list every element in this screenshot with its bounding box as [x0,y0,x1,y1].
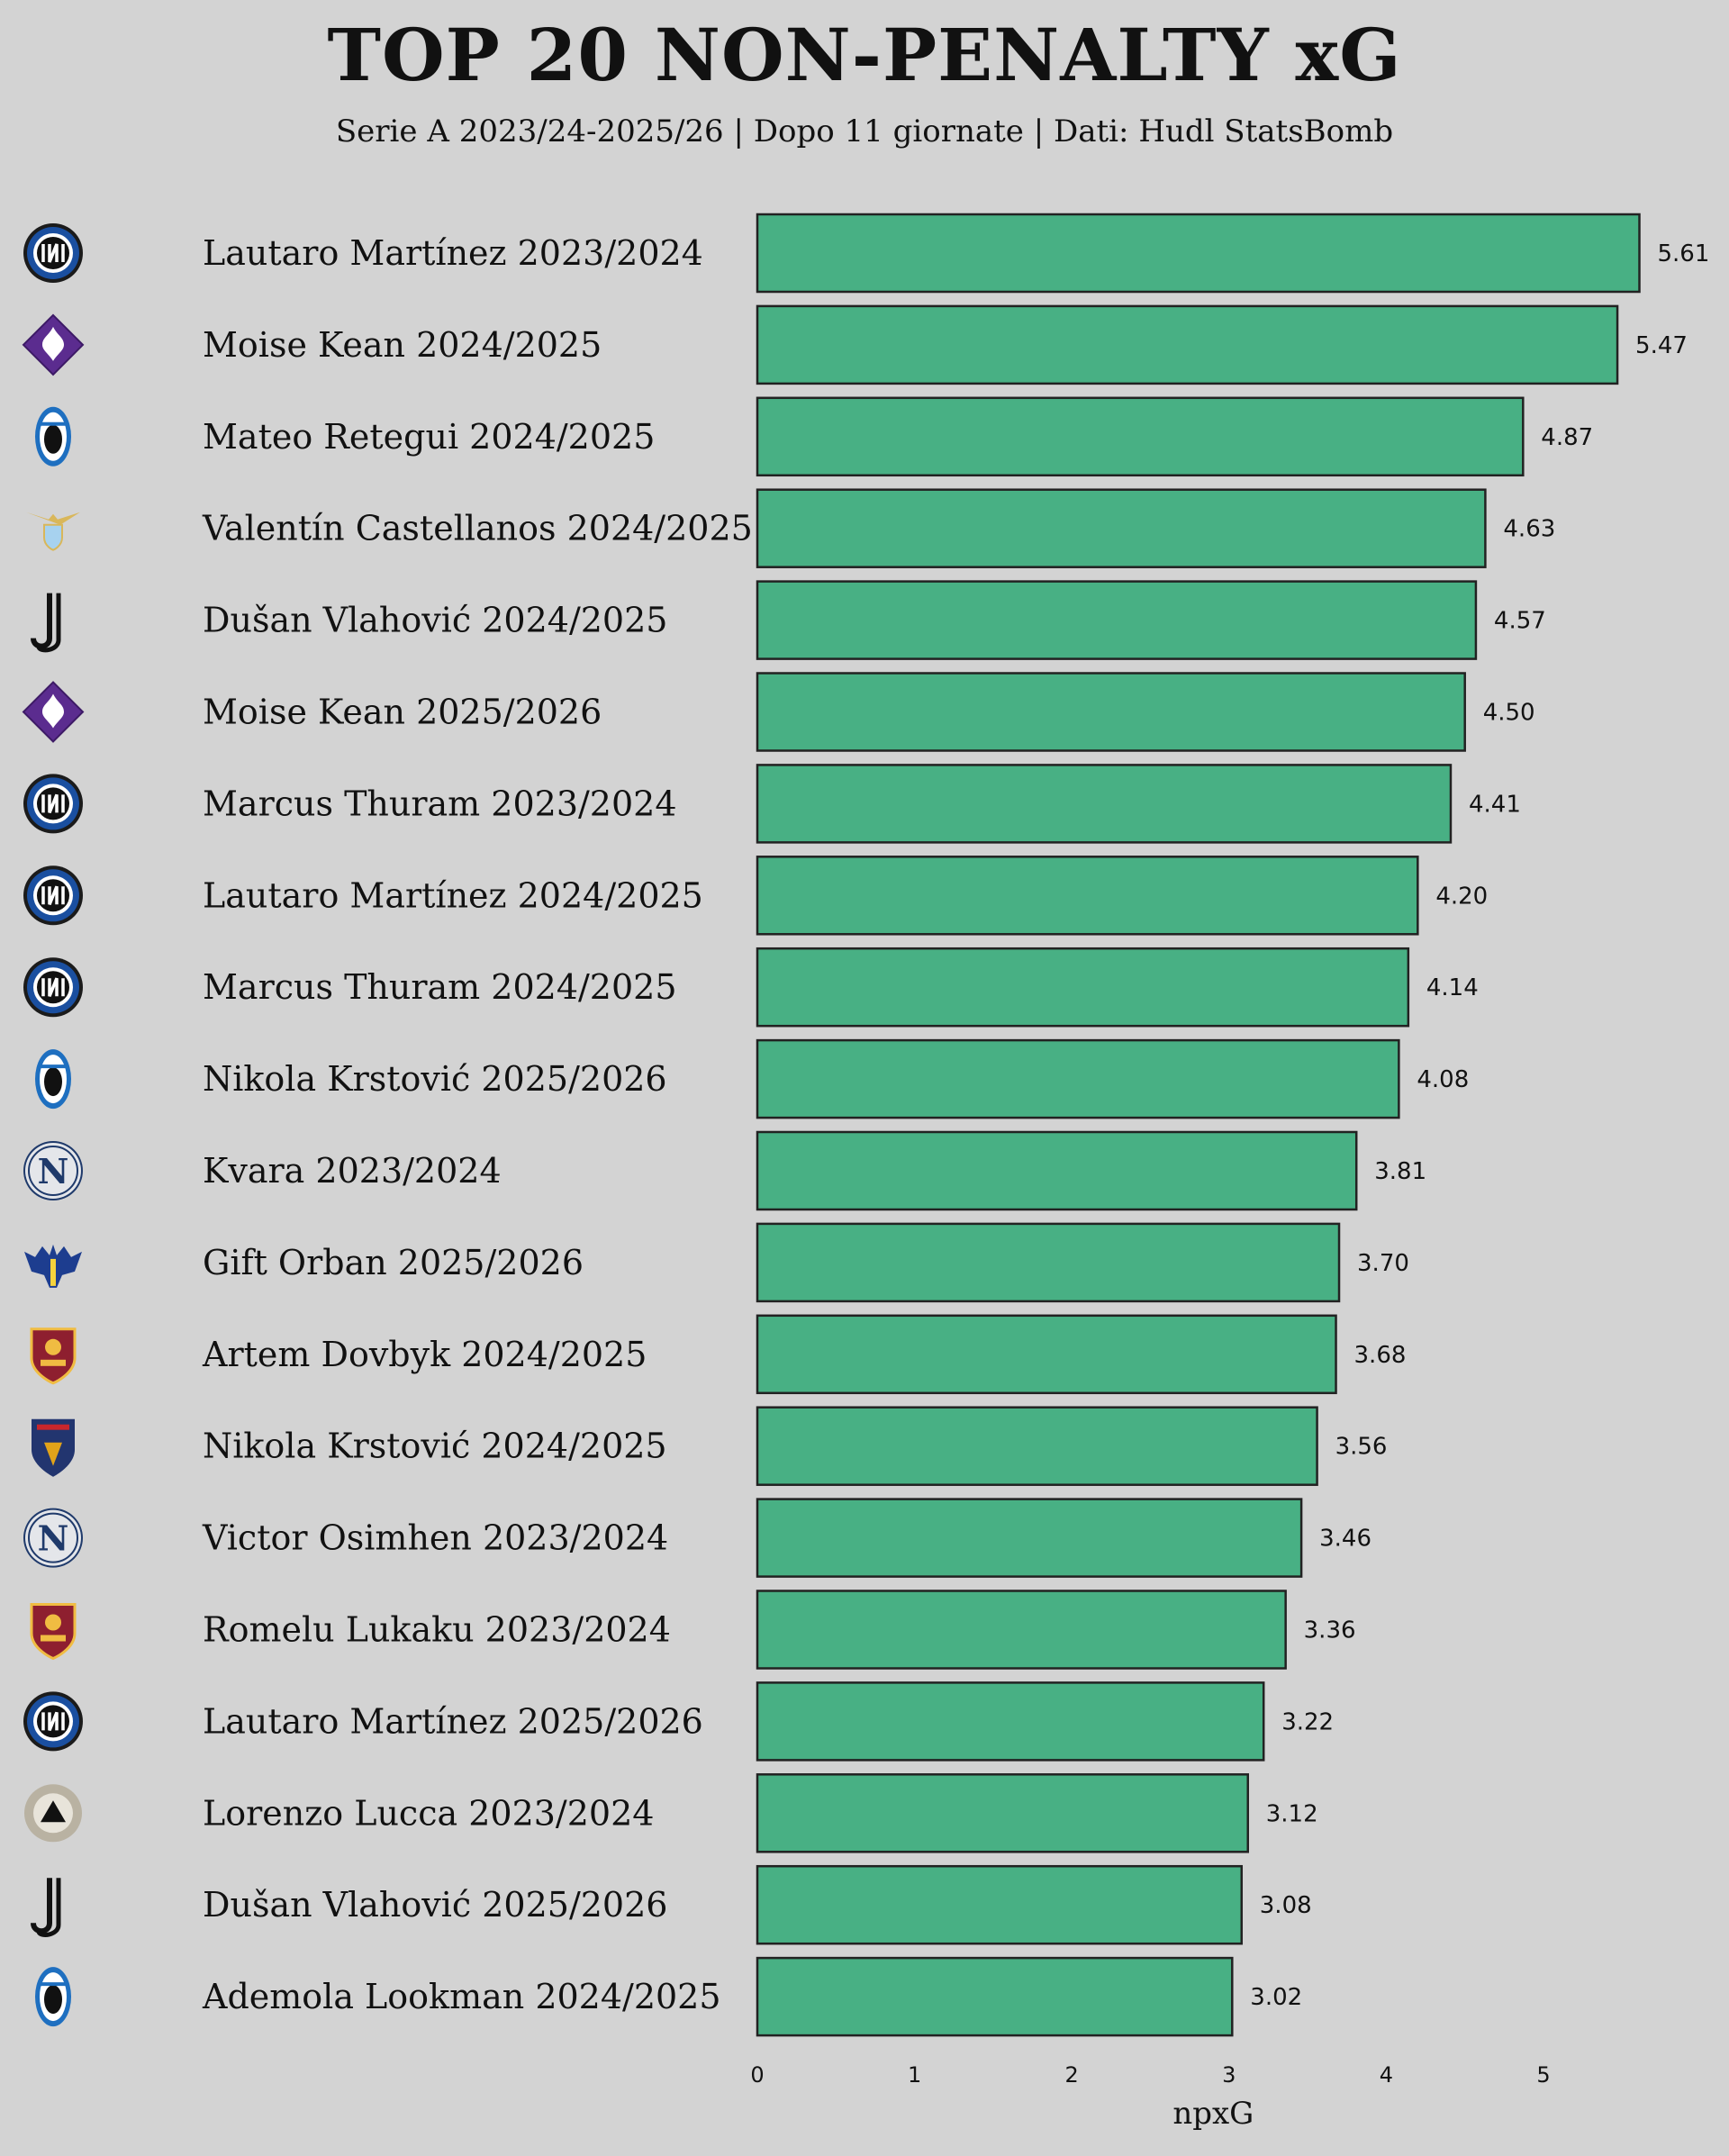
player-label: Dušan Vlahović 2024/2025 [203,601,667,640]
team-logo-juventus-icon [31,593,61,653]
team-logo-inter-icon [23,774,83,834]
player-label: Ademola Lookman 2024/2025 [202,1977,721,2016]
bar [756,1498,1303,1578]
x-tick-label: 0 [750,2062,764,2088]
team-logo-atalanta-icon [35,1049,71,1110]
value-label: 4.63 [1503,516,1555,543]
player-label: Gift Orban 2025/2026 [203,1243,584,1282]
bar [756,213,1641,294]
team-logo-inter-icon [23,957,83,1018]
value-label: 4.41 [1469,791,1521,818]
bar [756,488,1487,568]
bar [756,947,1410,1028]
player-label: Marcus Thuram 2023/2024 [203,784,677,823]
player-label: Nikola Krstović 2025/2026 [203,1059,667,1099]
bar [756,1038,1400,1119]
value-label: 3.36 [1304,1617,1356,1644]
x-axis-label: npxG [1172,2096,1254,2132]
player-label: Valentín Castellanos 2024/2025 [202,509,753,548]
value-label: 5.61 [1658,240,1710,267]
team-logo-atalanta-icon [35,1967,71,2027]
svg-text:N: N [38,1518,69,1559]
x-tick-label: 4 [1380,2062,1393,2088]
chart-title: TOP 20 NON-PENALTY xG [327,13,1402,97]
team-logo-roma-icon [30,1327,77,1385]
x-tick-label: 5 [1536,2062,1550,2088]
team-logos: NN [22,223,85,2027]
player-label: Dušan Vlahović 2025/2026 [203,1885,667,1925]
value-label: 3.56 [1335,1434,1388,1461]
team-logo-lecce-icon [32,1418,75,1477]
team-logo-udinese-icon [24,1784,82,1843]
player-label: Marcus Thuram 2024/2025 [203,967,677,1007]
value-label: 3.02 [1250,1984,1302,2011]
team-logo-roma-icon [30,1603,77,1661]
bar [756,1314,1337,1395]
bar [756,580,1478,660]
player-label: Moise Kean 2024/2025 [203,325,602,365]
value-label: 4.50 [1483,700,1535,727]
bar [756,1406,1318,1486]
player-label: Victor Osimhen 2023/2024 [202,1518,668,1558]
value-label: 3.46 [1319,1526,1371,1553]
value-label: 5.47 [1635,332,1688,359]
team-logo-napoli-icon: N [23,1141,83,1200]
bar [756,396,1525,477]
value-label: 3.81 [1374,1158,1426,1185]
value-label: 4.57 [1494,608,1546,635]
value-label: 3.70 [1357,1250,1409,1277]
value-label: 3.08 [1260,1892,1312,1919]
x-axis: 0 1 2 3 4 5 npxG [750,2062,1550,2132]
bar [756,1956,1234,2037]
team-logo-juventus-icon [31,1878,61,1937]
player-label: Lautaro Martínez 2023/2024 [203,233,703,273]
value-label: 4.20 [1435,883,1488,910]
bar [756,1773,1250,1853]
player-label: Romelu Lukaku 2023/2024 [203,1610,671,1650]
bars: Lautaro Martínez 2023/2024 5.61 Moise Kean… [202,213,1710,2037]
player-label: Mateo Retegui 2024/2025 [203,417,655,457]
x-tick-label: 3 [1222,2062,1236,2088]
bar [756,1590,1287,1670]
bar [756,1681,1265,1762]
bar [756,856,1419,936]
svg-text:N: N [38,1151,69,1191]
value-label: 4.08 [1417,1066,1469,1093]
player-label: Artem Dovbyk 2024/2025 [202,1335,647,1374]
team-logo-lazio-icon [26,512,80,551]
team-logo-verona-icon [24,1244,82,1288]
value-label: 3.12 [1266,1800,1318,1827]
value-label: 3.22 [1281,1708,1334,1735]
player-label: Kvara 2023/2024 [203,1151,502,1191]
value-label: 4.87 [1541,424,1593,451]
team-logo-atalanta-icon [35,406,71,467]
value-label: 4.14 [1426,974,1479,1001]
team-logo-inter-icon [23,223,83,283]
bar [756,764,1453,844]
player-label: Lautaro Martínez 2024/2025 [203,875,703,915]
value-label: 3.68 [1354,1342,1407,1369]
bar [756,1130,1358,1211]
team-logo-inter-icon [23,1691,83,1752]
player-label: Nikola Krstović 2024/2025 [203,1427,667,1466]
bar [756,1222,1341,1303]
bar [756,1864,1244,1945]
x-tick-label: 1 [908,2062,921,2088]
player-label: Moise Kean 2025/2026 [203,693,602,732]
bar [756,304,1619,385]
team-logo-inter-icon [23,865,83,926]
team-logo-fiorentina-icon [22,313,85,376]
team-logo-fiorentina-icon [22,681,85,743]
bar [756,672,1466,752]
player-label: Lautaro Martínez 2025/2026 [203,1701,703,1741]
x-tick-label: 2 [1065,2062,1079,2088]
team-logo-napoli-icon: N [23,1508,83,1568]
chart-subtitle: Serie A 2023/24-2025/26 | Dopo 11 giorna… [335,113,1394,149]
player-label: Lorenzo Lucca 2023/2024 [203,1793,654,1833]
